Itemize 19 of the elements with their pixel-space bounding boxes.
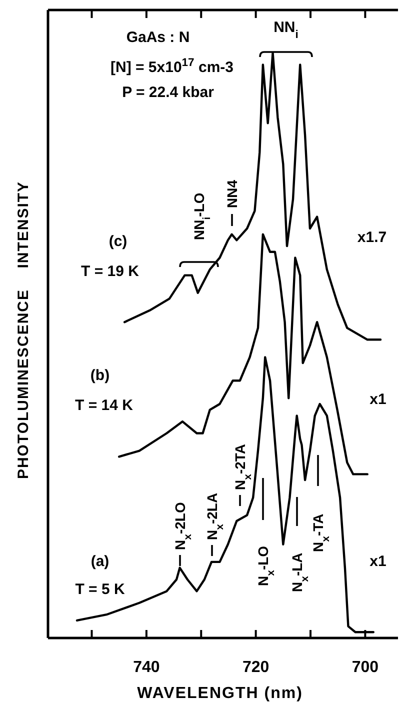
annotation: [N] = 5x10$^{17}$ cm-3 (110, 57, 234, 76)
annotation: (b) (90, 367, 110, 384)
annotation: (c) (108, 233, 128, 250)
x-tick-label: 700 (352, 659, 379, 676)
annotation: NN4 (224, 180, 240, 208)
text: T = 19 K (81, 263, 140, 280)
annotation: P = 22.4 kbar (122, 84, 214, 101)
text: GaAs : N (126, 29, 190, 46)
annotation: x1 (370, 391, 386, 408)
annotation: (a) (90, 553, 110, 570)
x-tick-label: 740 (133, 659, 160, 676)
text: NN$_{i}$ (274, 19, 298, 41)
annotation: x1.7 (357, 229, 387, 246)
x-axis-title: WAVELENGTH (nm) (137, 685, 303, 702)
y-axis-title: PHOTOLUMINESCENCE INTENSITY (15, 180, 32, 480)
series-label: T = 5 K (75, 581, 125, 598)
text: T = 14 K (75, 397, 134, 414)
annotation: x1 (370, 553, 386, 570)
x-tick-label: 720 (242, 659, 270, 676)
